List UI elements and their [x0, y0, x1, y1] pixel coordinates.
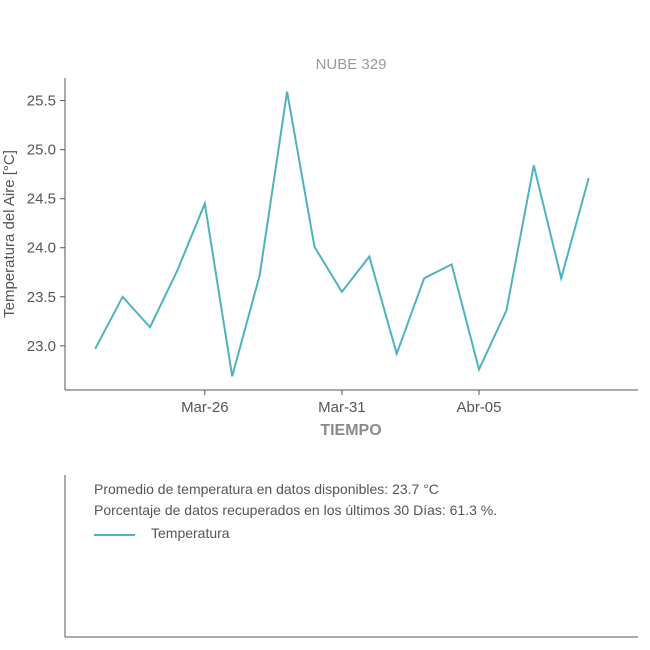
recovered-percentage-text: Porcentaje de datos recuperados en los ú…	[94, 502, 497, 518]
y-tick-label: 25.5	[27, 93, 56, 110]
legend-label: Temperatura	[151, 525, 230, 541]
y-tick-label: 24.5	[27, 191, 56, 208]
x-tick-label: Mar-31	[318, 399, 366, 416]
y-ticks: 23.0 23.5 24.0 24.5 25.0 25.5	[27, 93, 65, 355]
y-axis-label: Temperatura del Aire [°C]	[1, 150, 18, 318]
average-temperature-text: Promedio de temperatura en datos disponi…	[94, 481, 439, 497]
series-layer	[94, 91, 590, 377]
y-tick-label: 23.5	[27, 289, 56, 306]
y-tick-label: 25.0	[27, 142, 56, 159]
chart-title: NUBE 329	[316, 56, 387, 73]
series-line-temperatura	[94, 91, 590, 377]
y-tick-label: 23.0	[27, 338, 56, 355]
x-ticks: Mar-26 Mar-31 Abr-05	[181, 390, 502, 416]
x-axis-label: TIEMPO	[320, 422, 381, 439]
x-tick-label: Abr-05	[456, 399, 501, 416]
x-tick-label: Mar-26	[181, 399, 229, 416]
y-tick-label: 24.0	[27, 240, 56, 257]
